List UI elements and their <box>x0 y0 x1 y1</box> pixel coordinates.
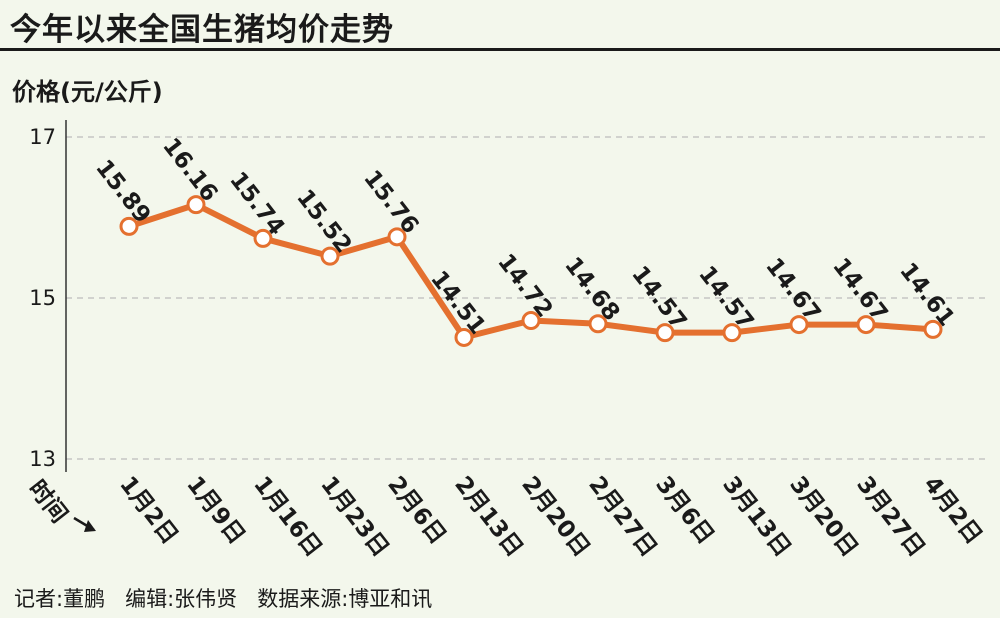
data-point-9 <box>655 323 675 343</box>
data-label-8: 14.68 <box>559 252 624 325</box>
x-axis-arrowhead-icon <box>84 520 96 532</box>
grid-lines <box>66 136 990 460</box>
x-tick-6: 2月13日 <box>449 472 527 562</box>
data-label-5: 15.76 <box>358 166 423 239</box>
title-rule <box>0 48 1000 51</box>
data-point-7 <box>521 311 541 331</box>
x-tick-labels: 1月2日1月9日1月16日1月23日2月6日2月13日2月20日2月27日3月6… <box>114 472 987 562</box>
data-label-7: 14.72 <box>492 249 557 322</box>
x-tick-2: 1月9日 <box>181 472 250 549</box>
data-point-6 <box>454 327 474 347</box>
x-tick-10: 3月13日 <box>717 472 795 562</box>
x-tick-7: 2月20日 <box>516 472 594 562</box>
x-tick-13: 4月2日 <box>918 472 987 549</box>
y-tick-17: 17 <box>29 125 56 149</box>
x-axis-title-group: 时间 <box>23 476 96 532</box>
data-point-12 <box>856 315 876 335</box>
credits-footer: 记者:董鹏 编辑:张伟贤 数据来源:博亚和讯 <box>14 587 433 611</box>
data-point-13 <box>923 319 943 339</box>
data-point-4 <box>320 246 340 266</box>
y-tick-15: 15 <box>29 286 56 310</box>
data-point-11 <box>789 315 809 335</box>
data-label-2: 16.16 <box>157 133 222 206</box>
data-label-1: 15.89 <box>90 155 155 228</box>
x-tick-5: 2月6日 <box>382 472 451 549</box>
data-point-2 <box>186 195 206 215</box>
x-tick-4: 1月23日 <box>315 472 393 562</box>
data-label-12: 14.67 <box>827 253 892 326</box>
data-point-8 <box>588 314 608 334</box>
x-tick-3: 1月16日 <box>248 472 326 562</box>
x-tick-8: 2月27日 <box>583 472 661 562</box>
data-label-11: 14.67 <box>760 253 825 326</box>
x-tick-12: 3月27日 <box>851 472 929 562</box>
data-label-9: 14.57 <box>626 261 691 334</box>
y-axis-label: 价格(元/公斤) <box>12 78 163 106</box>
series-group <box>119 195 943 347</box>
data-point-1 <box>119 216 139 236</box>
data-point-3 <box>253 228 273 248</box>
x-axis-title: 时间 <box>23 476 72 528</box>
data-point-10 <box>722 323 742 343</box>
data-label-3: 15.74 <box>224 167 289 240</box>
data-label-13: 14.61 <box>894 258 959 331</box>
chart-title: 今年以来全国生猪均价走势 <box>10 12 394 48</box>
x-tick-1: 1月2日 <box>114 472 183 549</box>
x-tick-11: 3月20日 <box>784 472 862 562</box>
x-tick-9: 3月6日 <box>650 472 719 549</box>
y-tick-13: 13 <box>29 447 56 471</box>
y-tick-labels: 13 15 17 <box>29 125 56 471</box>
data-point-5 <box>387 227 407 247</box>
